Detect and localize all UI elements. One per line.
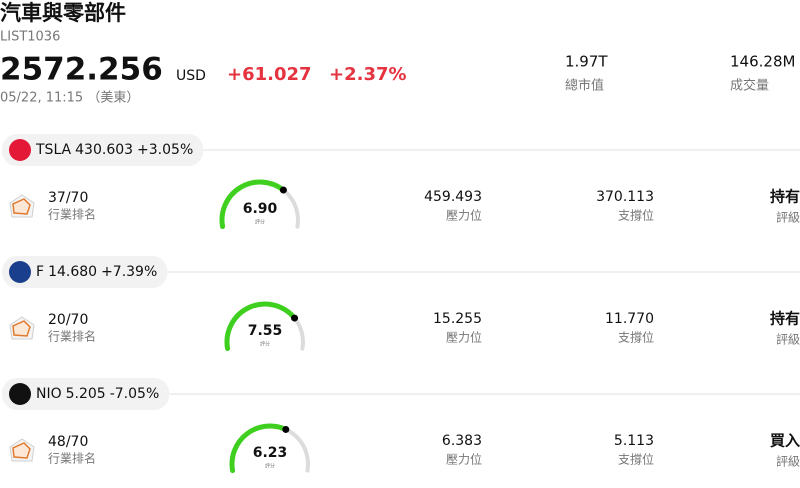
change: +61.027	[227, 64, 312, 85]
rating: 買入	[770, 432, 800, 450]
support: 5.113	[614, 433, 654, 449]
gauge-arc	[219, 179, 286, 230]
rank: 20/70	[48, 312, 88, 328]
gauge-arc	[229, 423, 289, 474]
time: 05/22, 11:15 （美東）	[0, 90, 139, 106]
ticker: F	[36, 264, 44, 280]
support: 370.113	[596, 189, 654, 205]
stat-label: 成交量	[730, 78, 769, 94]
stock-change: +3.05%	[137, 142, 193, 158]
stat-label: 總市值	[565, 78, 604, 94]
resistance-label: 壓力位	[446, 208, 482, 223]
stat-value: 1.97T	[565, 53, 608, 71]
support: 11.770	[605, 311, 654, 327]
rank-shape	[12, 198, 31, 215]
resistance: 6.383	[442, 433, 482, 449]
score: 6.23	[253, 445, 288, 461]
title: 汽車與零部件	[0, 1, 126, 25]
gauge-dot	[279, 186, 287, 194]
stock-pill	[2, 378, 170, 410]
stat-value: 146.28M	[730, 53, 795, 71]
score: 6.90	[243, 201, 278, 217]
currency: USD	[176, 68, 206, 84]
stock-change: -7.05%	[110, 386, 160, 402]
resistance-label: 壓力位	[446, 452, 482, 467]
support-label: 支撐位	[618, 452, 654, 467]
stock-pill	[2, 256, 168, 288]
rating: 持有	[770, 310, 800, 328]
stock-price: 430.603	[75, 142, 133, 158]
score-caption: 評分	[260, 341, 270, 348]
stock-icon	[9, 383, 31, 405]
price: 2572.256	[0, 52, 163, 88]
rank-shape	[12, 442, 31, 459]
stock-change: +7.39%	[101, 264, 157, 280]
rank: 37/70	[48, 190, 88, 206]
support-label: 支撐位	[618, 330, 654, 345]
rank-label: 行業排名	[48, 451, 96, 466]
score-caption: 評分	[265, 463, 275, 470]
stock-price: 14.680	[48, 264, 97, 280]
rank-label: 行業排名	[48, 329, 96, 344]
code: LIST1036	[0, 30, 60, 45]
support-label: 支撐位	[618, 208, 654, 223]
score: 7.55	[248, 323, 283, 339]
rank-label: 行業排名	[48, 207, 96, 222]
rank: 48/70	[48, 434, 88, 450]
stock-icon	[9, 139, 31, 161]
gauge-arc	[224, 301, 298, 352]
ticker: TSLA	[35, 142, 72, 158]
gauge-dot	[282, 425, 290, 433]
stock-price: 5.205	[66, 386, 106, 402]
resistance: 15.255	[433, 311, 482, 327]
resistance-label: 壓力位	[446, 330, 482, 345]
score-caption: 評分	[255, 219, 265, 226]
stock-icon	[9, 261, 31, 283]
ticker: NIO	[36, 386, 62, 402]
resistance: 459.493	[424, 189, 482, 205]
rank-shape	[12, 320, 31, 337]
rating-label: 評級	[776, 210, 800, 225]
rating-label: 評級	[776, 332, 800, 347]
rating-label: 評級	[776, 454, 800, 469]
rating: 持有	[770, 188, 800, 206]
stock-pill	[2, 134, 204, 166]
change-pct: +2.37%	[329, 64, 407, 85]
gauge-dot	[291, 314, 299, 322]
